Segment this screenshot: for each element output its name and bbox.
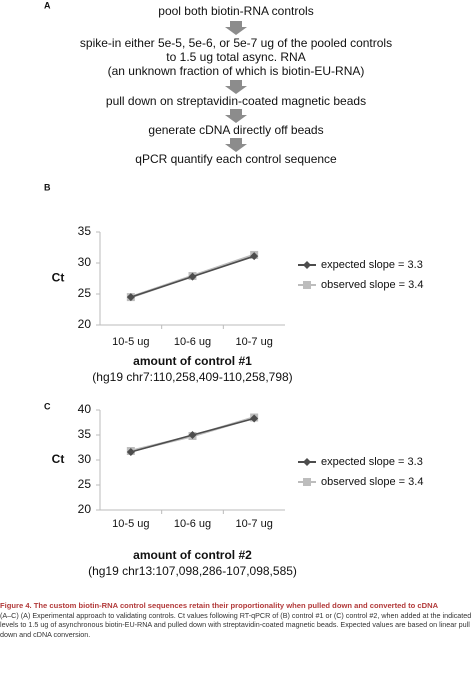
y-tick-label: 35 (78, 224, 92, 238)
x-axis-title: amount of control #1 (133, 354, 252, 368)
x-tick-label: 10-7 ug (236, 336, 273, 348)
arrow (225, 21, 247, 35)
y-tick-label: 20 (78, 317, 92, 331)
x-tick-label: 10-5 ug (112, 518, 149, 530)
legend-marker (303, 478, 311, 486)
caption: Figure 4. The custom biotin-RNA control … (0, 601, 472, 639)
x-tick-label: 10-6 ug (174, 336, 211, 348)
panel-label: A (44, 0, 51, 10)
legend-marker (303, 458, 311, 466)
y-tick-label: 20 (78, 502, 92, 516)
y-axis-title: Ct (52, 452, 65, 466)
legend-label: expected slope = 3.3 (321, 456, 423, 468)
x-tick-label: 10-7 ug (236, 518, 273, 530)
x-tick-label: 10-6 ug (174, 518, 211, 530)
flow-step: generate cDNA directly off beads (148, 123, 323, 137)
caption-body: (A–C) (A) Experimental approach to valid… (0, 610, 472, 639)
x-axis-title: amount of control #2 (133, 548, 252, 562)
y-tick-label: 25 (78, 477, 92, 491)
arrow (225, 138, 247, 152)
x-tick-label: 10-5 ug (112, 336, 149, 348)
data-point (250, 414, 259, 423)
flow-step: to 1.5 ug total async. RNA (166, 50, 305, 64)
data-point (126, 448, 135, 456)
flow-arrows (225, 21, 247, 152)
arrow (225, 80, 247, 94)
y-tick-label: 30 (78, 255, 92, 269)
panel-label: C (44, 401, 51, 411)
figure-svg: A pool both biotin-RNA controls spike-in … (44, 0, 423, 578)
flow-step: (an unknown fraction of which is biotin-… (108, 64, 365, 78)
legend-marker (303, 281, 311, 289)
panel-label: B (44, 182, 51, 192)
flow-step: pool both biotin-RNA controls (158, 4, 313, 18)
y-tick-label: 25 (78, 286, 92, 300)
data-point (188, 272, 197, 281)
y-tick-label: 40 (78, 402, 92, 416)
x-axis-subtitle: (hg19 chr7:110,258,409-110,258,798) (92, 370, 292, 384)
data-point (126, 293, 135, 302)
arrow (225, 109, 247, 123)
flow-step: qPCR quantify each control sequence (135, 152, 337, 166)
flow-step: spike-in either 5e-5, 5e-6, or 5e-7 ug o… (80, 36, 392, 50)
data-point (250, 252, 259, 261)
flow-step: pull down on streptavidin-coated magneti… (106, 94, 366, 108)
y-axis-title: Ct (52, 271, 65, 285)
y-tick-label: 30 (78, 452, 92, 466)
legend-label: observed slope = 3.4 (321, 476, 423, 488)
y-tick-label: 35 (78, 427, 92, 441)
legend-marker (303, 261, 311, 269)
legend-label: observed slope = 3.4 (321, 279, 423, 291)
legend-label: expected slope = 3.3 (321, 259, 423, 271)
x-axis-subtitle: (hg19 chr13:107,098,286-107,098,585) (88, 564, 297, 578)
data-point (188, 431, 197, 439)
caption-title: Figure 4. The custom biotin-RNA control … (0, 601, 439, 610)
